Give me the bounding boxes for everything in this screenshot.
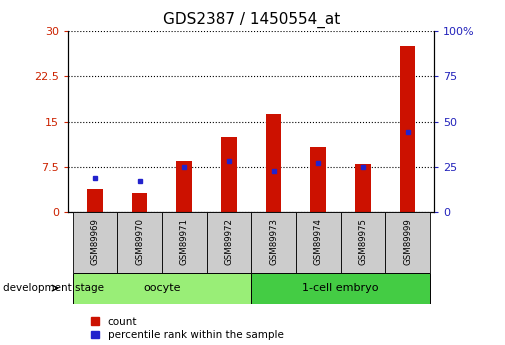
Text: GSM89969: GSM89969 — [90, 218, 99, 265]
Text: GSM89971: GSM89971 — [180, 218, 189, 265]
Text: development stage: development stage — [3, 283, 104, 293]
Bar — [73, 212, 117, 273]
Bar — [385, 212, 430, 273]
Text: GSM89975: GSM89975 — [359, 218, 367, 265]
Bar — [132, 193, 147, 212]
Bar — [162, 212, 207, 273]
Bar — [207, 212, 251, 273]
Text: GSM89974: GSM89974 — [314, 218, 323, 265]
Bar — [355, 164, 371, 212]
Text: GSM89972: GSM89972 — [224, 218, 233, 265]
Bar — [296, 212, 340, 273]
Text: GSM89999: GSM89999 — [403, 218, 412, 265]
Bar — [87, 189, 103, 212]
Bar — [251, 212, 296, 273]
Bar — [399, 46, 415, 212]
Legend: count, percentile rank within the sample: count, percentile rank within the sample — [91, 317, 284, 340]
Bar — [251, 273, 430, 304]
Bar — [340, 212, 385, 273]
Bar — [73, 273, 251, 304]
Bar — [311, 147, 326, 212]
Bar — [117, 212, 162, 273]
Bar — [221, 137, 237, 212]
Bar — [266, 115, 281, 212]
Text: oocyte: oocyte — [143, 283, 181, 293]
Text: 1-cell embryo: 1-cell embryo — [302, 283, 379, 293]
Title: GDS2387 / 1450554_at: GDS2387 / 1450554_at — [163, 12, 340, 28]
Text: GSM89973: GSM89973 — [269, 218, 278, 265]
Bar — [176, 161, 192, 212]
Text: GSM89970: GSM89970 — [135, 218, 144, 265]
